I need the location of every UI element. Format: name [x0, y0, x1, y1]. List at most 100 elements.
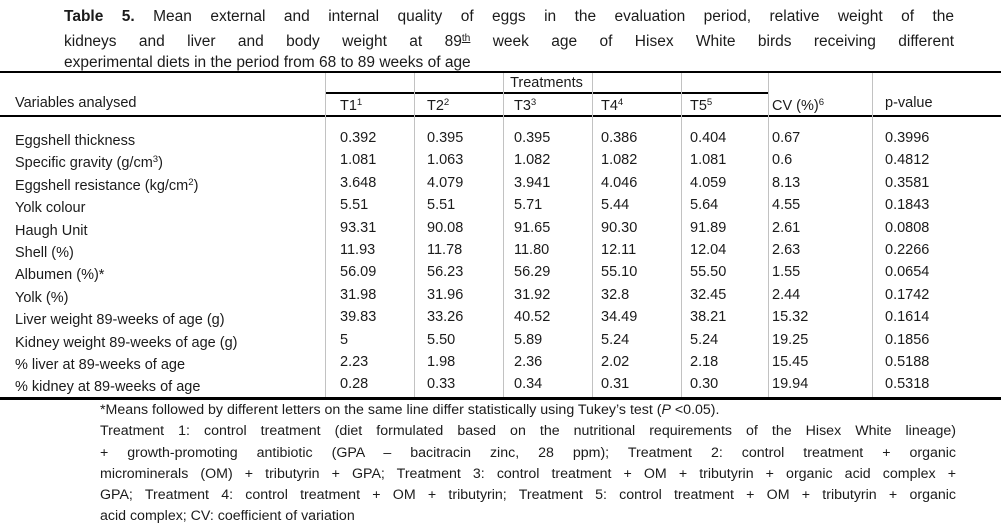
- table-number-label: Table 5.: [64, 8, 135, 25]
- table-row: Specific gravity (g/cm3) 1.081 1.063 1.0…: [0, 149, 1001, 171]
- value-cv: 2.63: [772, 241, 801, 258]
- table-row: Shell (%) 11.93 11.78 11.80 12.11 12.04 …: [0, 239, 1001, 261]
- footnote-treatments-line-4: GPA; Treatment 4: control treatment + OM…: [100, 487, 956, 504]
- value-t4: 1.082: [601, 152, 638, 169]
- value-t5: 91.89: [690, 219, 727, 236]
- column-separator-line: [325, 73, 326, 397]
- value-t5: 5.64: [690, 197, 719, 214]
- caption-line-3: experimental diets in the period from 68…: [64, 54, 471, 71]
- column-separator-line: [592, 73, 593, 397]
- row-label: Haugh Unit: [15, 222, 88, 239]
- footnote-marker: 6: [818, 97, 825, 108]
- table-bottom-rule: [0, 397, 1001, 400]
- row-label: Shell (%): [15, 244, 74, 261]
- column-separator-line: [872, 73, 873, 397]
- value-t5: 1.081: [690, 152, 727, 169]
- table-row: Kidney weight 89-weeks of age (g) 5 5.50…: [0, 329, 1001, 351]
- value-t4: 32.8: [601, 286, 630, 303]
- superscript-th: th: [461, 32, 471, 44]
- footnote-marker: 3: [530, 97, 537, 108]
- value-t5: 38.21: [690, 309, 727, 326]
- caption-line-2: kidneys and liver and body weight at 89t…: [64, 32, 954, 50]
- footnote-treatments-line-3: microminerals (OM) + tributyrin + GPA; T…: [100, 465, 956, 482]
- treatments-spanner-rule: [325, 92, 768, 94]
- table-row: Eggshell resistance (kg/cm2) 3.648 4.079…: [0, 172, 1001, 194]
- value-t1: 39.83: [340, 309, 377, 326]
- row-label: Specific gravity (g/cm3): [15, 154, 163, 172]
- value-t3: 11.80: [514, 241, 550, 258]
- row-label: % kidney at 89-weeks of age: [15, 379, 201, 396]
- row-label: Yolk (%): [15, 289, 69, 306]
- value-t1: 5.51: [340, 197, 369, 214]
- value-t2: 90.08: [427, 219, 464, 236]
- value-t4: 55.10: [601, 264, 638, 281]
- value-t2: 1.98: [427, 353, 456, 370]
- row-label: Liver weight 89-weeks of age (g): [15, 312, 225, 329]
- value-t4: 4.046: [601, 174, 638, 191]
- row-label: Albumen (%)*: [15, 267, 105, 284]
- value-cv: 1.55: [772, 264, 801, 281]
- column-separator-line: [681, 73, 682, 397]
- table-row: Liver weight 89-weeks of age (g) 39.83 3…: [0, 306, 1001, 328]
- column-header-cv: CV (%)6: [772, 97, 825, 114]
- value-t2: 11.78: [427, 241, 463, 258]
- value-t5: 32.45: [690, 286, 727, 303]
- table-body: Eggshell thickness 0.392 0.395 0.395 0.3…: [0, 127, 1001, 396]
- footnote-treatments-line-1: Treatment 1: control treatment (diet for…: [100, 423, 956, 440]
- value-t3: 2.36: [514, 353, 543, 370]
- value-pvalue: 0.3581: [885, 174, 930, 191]
- value-pvalue: 0.1856: [885, 331, 930, 348]
- treatments-group-header: Treatments: [510, 75, 583, 91]
- table-top-rule: [0, 71, 1001, 73]
- value-t2: 4.079: [427, 174, 464, 191]
- value-t1: 1.081: [340, 152, 377, 169]
- value-t2: 31.96: [427, 286, 464, 303]
- table-row: % liver at 89-weeks of age 2.23 1.98 2.3…: [0, 351, 1001, 373]
- value-t1: 2.23: [340, 353, 369, 370]
- value-t3: 1.082: [514, 152, 551, 169]
- header-bottom-rule: [0, 115, 1001, 117]
- column-separator-line: [768, 73, 769, 397]
- footnote-marker: 1: [356, 97, 363, 108]
- value-cv: 15.45: [772, 353, 809, 370]
- footnote-significance: *Means followed by different letters on …: [100, 402, 720, 418]
- row-label: Kidney weight 89-weeks of age (g): [15, 334, 238, 351]
- value-t5: 0.30: [690, 376, 719, 393]
- table-row: Eggshell thickness 0.392 0.395 0.395 0.3…: [0, 127, 1001, 149]
- column-separator-line: [414, 73, 415, 397]
- value-t3: 91.65: [514, 219, 551, 236]
- table-row: % kidney at 89-weeks of age 0.28 0.33 0.…: [0, 373, 1001, 395]
- value-t5: 0.404: [690, 130, 727, 146]
- value-t2: 33.26: [427, 309, 464, 326]
- row-label: Yolk colour: [15, 200, 86, 217]
- value-pvalue: 0.0808: [885, 219, 930, 236]
- value-t3: 5.71: [514, 197, 543, 214]
- caption-line-1: Table 5. Mean external and internal qual…: [64, 6, 954, 28]
- column-header-t3: T33: [514, 97, 537, 114]
- value-t2: 0.33: [427, 376, 456, 393]
- value-t5: 12.04: [690, 241, 727, 258]
- value-pvalue: 0.3996: [885, 130, 930, 146]
- column-separator-line: [503, 73, 504, 397]
- value-t3: 31.92: [514, 286, 551, 303]
- value-t1: 0.28: [340, 376, 369, 393]
- column-header-t1: T11: [340, 97, 363, 114]
- value-cv: 0.67: [772, 130, 801, 146]
- value-t4: 12.11: [601, 241, 637, 258]
- column-header-t5: T55: [690, 97, 713, 114]
- value-cv: 4.55: [772, 197, 801, 214]
- value-t5: 55.50: [690, 264, 727, 281]
- value-cv: 19.94: [772, 376, 809, 393]
- value-t2: 5.51: [427, 197, 456, 214]
- italic-p: P: [661, 402, 671, 418]
- value-pvalue: 0.5188: [885, 353, 930, 370]
- value-t4: 34.49: [601, 309, 638, 326]
- value-cv: 15.32: [772, 309, 809, 326]
- value-t3: 5.89: [514, 331, 543, 348]
- footnote-treatments-line-2: + growth-promoting antibiotic (GPA – bac…: [100, 444, 956, 461]
- column-header-pvalue: p-value: [885, 95, 933, 111]
- value-cv: 2.44: [772, 286, 801, 303]
- footnote-treatments-line-5: acid complex; CV: coefficient of variati…: [100, 508, 355, 525]
- value-t3: 56.29: [514, 264, 551, 281]
- value-pvalue: 0.2266: [885, 241, 930, 258]
